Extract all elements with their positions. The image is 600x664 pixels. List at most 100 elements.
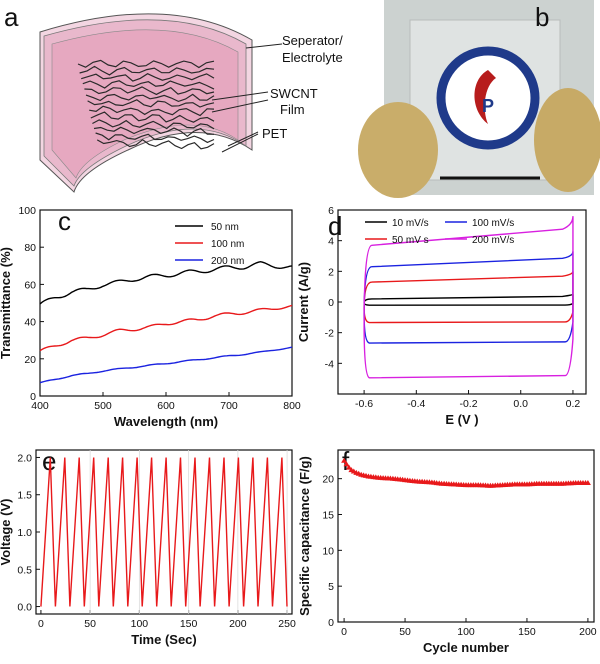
nanotube-strand	[89, 105, 215, 117]
y-tick-label: 0	[328, 617, 334, 629]
cv-loop-1	[363, 293, 574, 306]
legend-label: 50 mV s	[392, 235, 429, 246]
x-tick-label: -0.2	[459, 398, 477, 410]
x-tick-label: 600	[157, 400, 175, 412]
y-axis-title: Current (A/g)	[296, 262, 311, 342]
x-tick-label: 400	[31, 400, 49, 412]
x-tick-label: -0.4	[407, 398, 425, 410]
label-electrolyte: Electrolyte	[282, 50, 343, 65]
panel-a-schematic: a Seperator/ Electrolyte SWCNT Film PET	[4, 2, 343, 193]
legend-label: 100 nm	[211, 239, 244, 250]
y-tick-label: 1.5	[17, 490, 32, 502]
legend-label: 200 mV/s	[472, 235, 514, 246]
x-tick-label: 0.0	[513, 398, 528, 410]
nanotube-strand	[77, 59, 215, 69]
x-tick-label: 250	[278, 618, 296, 630]
panel-d-chart: d -0.6 -0.4 -0.2 0.0 0.2 -4 -2 0 2 4 6 E (V ) Curren…	[296, 205, 587, 427]
nanotube-strand	[93, 126, 215, 138]
x-tick-label: 200	[579, 626, 597, 638]
panel-label-e: e	[42, 446, 56, 476]
y-tick-label: 10	[322, 545, 334, 557]
logo-glyph: P	[482, 96, 494, 116]
x-tick-label: 150	[518, 626, 536, 638]
y-tick-label: 80	[24, 242, 36, 254]
y-tick-label: -4	[325, 358, 334, 370]
y-tick-label: 1.0	[17, 527, 32, 539]
x-tick-label: 700	[220, 400, 238, 412]
x-tick-label: 50	[84, 618, 96, 630]
y-axis-title: Transmittance (%)	[0, 247, 13, 359]
legend-label: 100 mV/s	[472, 218, 514, 229]
panel-label-b: b	[535, 2, 549, 32]
leader-line	[221, 133, 259, 153]
nanotube-strand	[90, 111, 215, 123]
x-tick-label: 100	[131, 618, 149, 630]
swcnt-film	[77, 59, 215, 150]
label-pet: PET	[262, 126, 287, 141]
legend-label: 10 mV/s	[392, 218, 429, 229]
series-line-2	[39, 304, 293, 352]
y-tick-label: 60	[24, 279, 36, 291]
leader-line	[245, 43, 283, 49]
panel-label-c: c	[58, 206, 71, 236]
x-axis-title: Time (Sec)	[131, 632, 197, 647]
nanotube-strand	[85, 93, 215, 103]
panel-e-chart: e 0 50 100 150 200 250 0.0 0.5 1.0 1.5 2.0 Time (Se…	[0, 446, 296, 647]
data-point	[346, 464, 352, 470]
leader-line	[211, 99, 269, 113]
data-point	[343, 461, 350, 467]
label-swcnt: SWCNT	[270, 86, 318, 101]
y-tick-label: 6	[328, 205, 334, 217]
x-tick-label: 50	[399, 626, 411, 638]
y-tick-label: 0.0	[17, 602, 32, 614]
x-tick-label: 0	[341, 626, 347, 638]
y-tick-label: 20	[322, 474, 334, 486]
y-tick-label: 15	[322, 510, 334, 522]
y-tick-label: 2	[328, 266, 334, 278]
series-line-1	[39, 260, 293, 305]
data-point	[584, 480, 591, 485]
panel-label-a: a	[4, 2, 19, 32]
y-tick-label: 0	[328, 297, 334, 309]
legend-label: 50 nm	[211, 222, 239, 233]
nanotube-strand	[79, 65, 215, 76]
nanotube-strand	[84, 86, 215, 96]
label-separator: Seperator/	[282, 33, 343, 48]
x-tick-label: 100	[457, 626, 475, 638]
nanotube-strand	[96, 138, 215, 150]
gloved-thumb-right	[534, 88, 600, 192]
y-tick-label: 100	[18, 205, 36, 217]
data-point	[341, 457, 348, 463]
panel-b-photo: P b	[358, 0, 600, 198]
nanotube-strand	[92, 119, 215, 130]
y-axis-title: Voltage (V)	[0, 499, 13, 566]
x-axis-title: Wavelength (nm)	[114, 414, 218, 429]
x-tick-label: 800	[283, 400, 301, 412]
y-tick-label: 5	[328, 581, 334, 593]
x-tick-label: 500	[94, 400, 112, 412]
x-axis-title: E (V )	[445, 412, 478, 427]
logo-mark	[474, 70, 496, 124]
charge-discharge-line	[40, 457, 288, 607]
x-tick-label: 150	[180, 618, 198, 630]
y-tick-label: 2.0	[17, 452, 32, 464]
y-tick-label: 4	[328, 236, 334, 248]
y-tick-label: 0.5	[17, 564, 32, 576]
leader-line	[211, 91, 269, 101]
legend-label: 200 nm	[211, 256, 244, 267]
nanotube-strand	[82, 80, 215, 90]
y-tick-label: 40	[24, 317, 36, 329]
x-tick-label: -0.6	[355, 398, 373, 410]
gloved-thumb-left	[358, 102, 438, 198]
y-tick-label: 20	[24, 354, 36, 366]
y-axis-title: Specific capacitance (F/g)	[297, 456, 312, 616]
plot-frame	[39, 209, 293, 397]
panel-c-chart: c 400 500 600 700 800 0 20 40 60 80 100 Wavelength …	[0, 205, 301, 429]
nanotube-strand	[81, 73, 215, 82]
series-line-3	[39, 346, 293, 384]
institute-logo	[436, 46, 540, 150]
cv-loop-4	[363, 216, 574, 379]
x-axis-title: Cycle number	[423, 640, 509, 655]
